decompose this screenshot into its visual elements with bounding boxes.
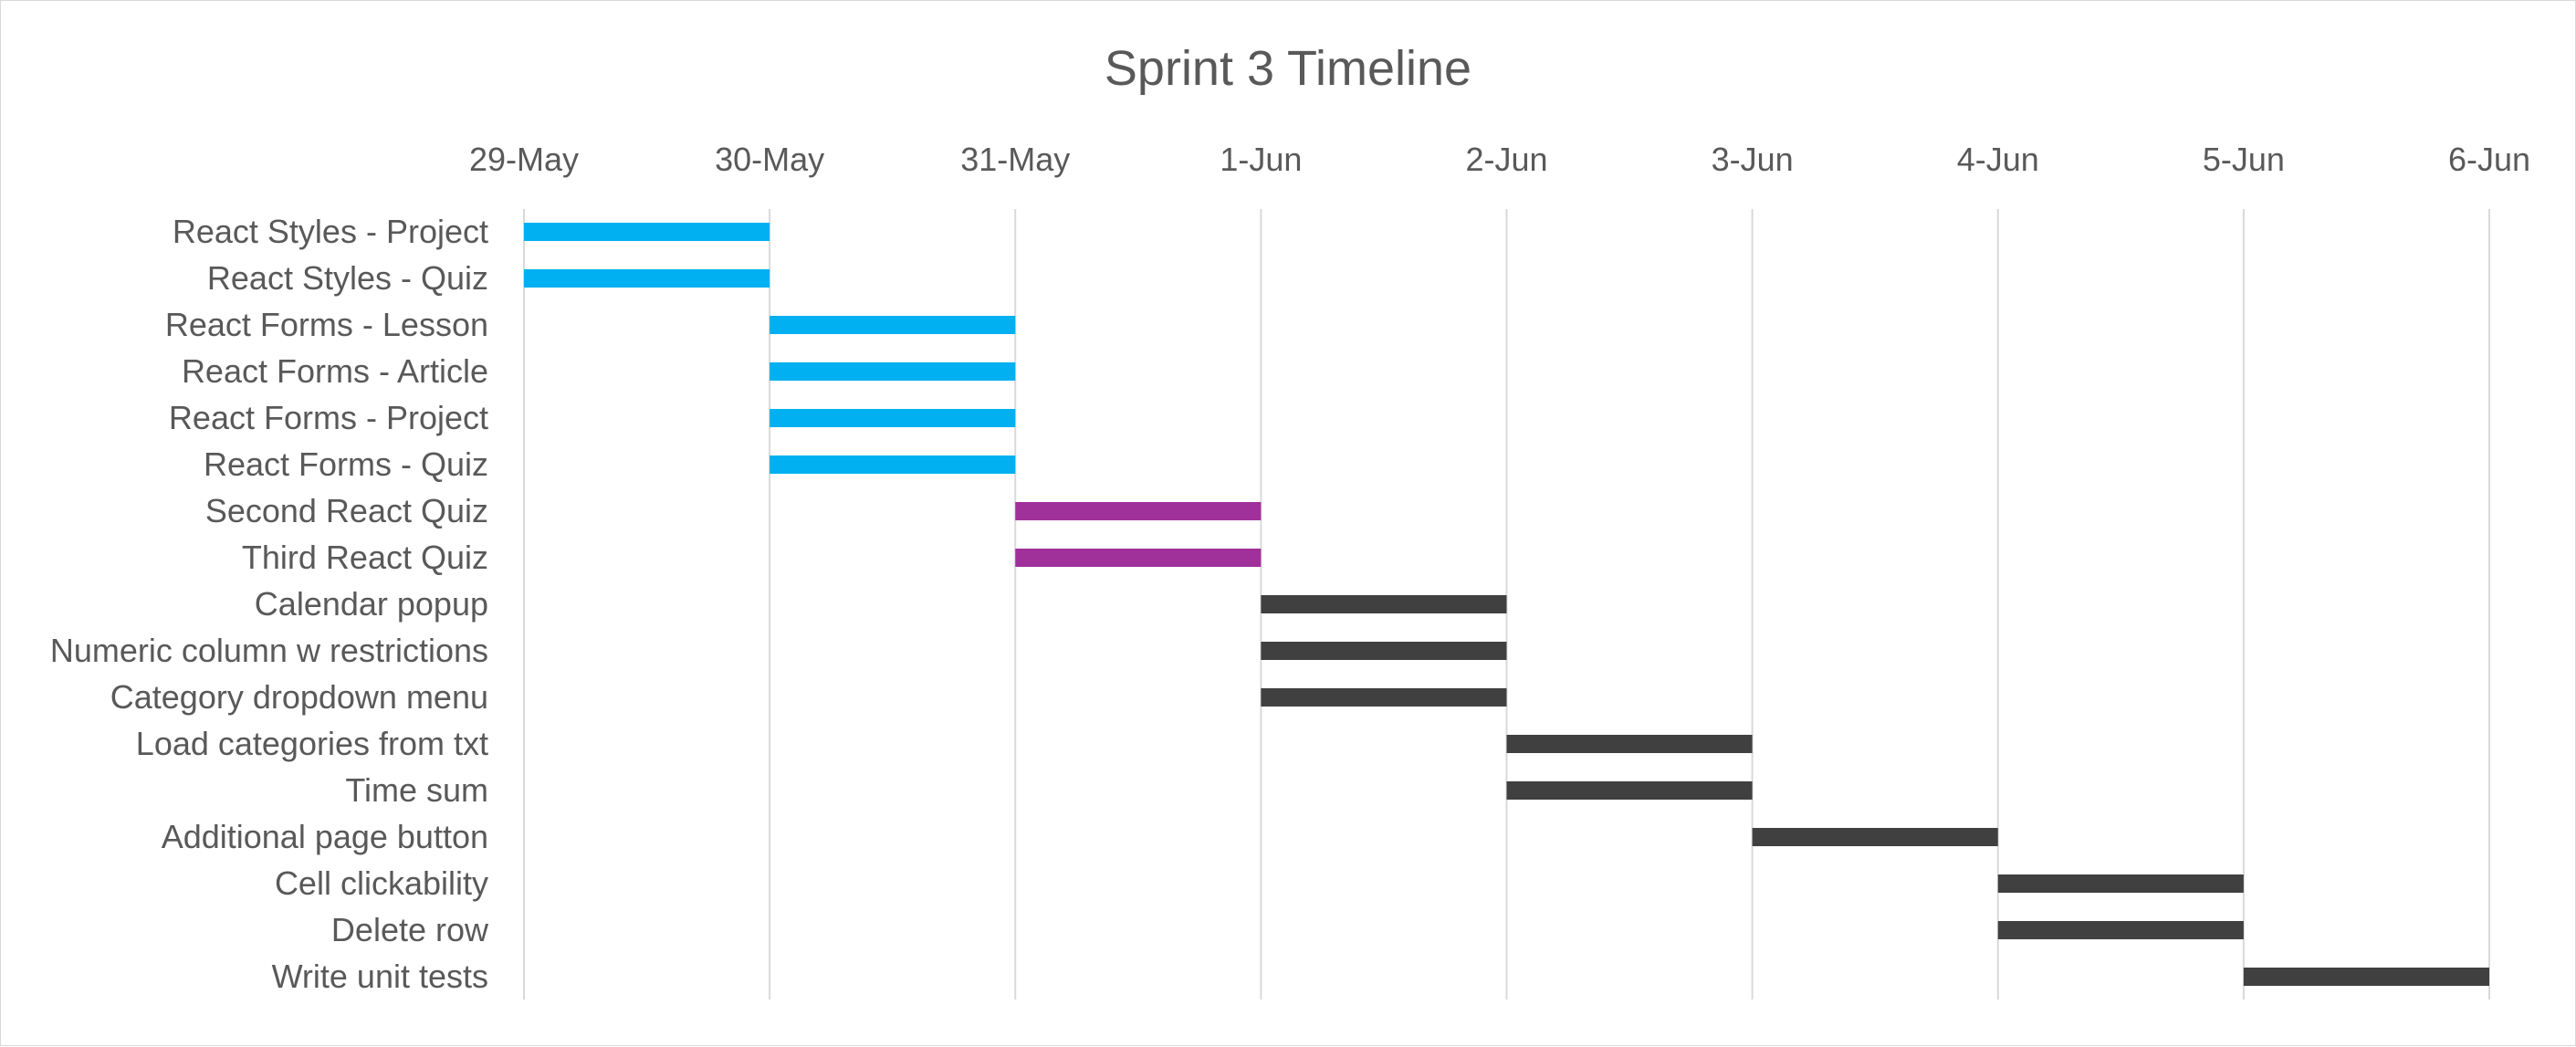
x-tick-label: 5-Jun — [2203, 141, 2285, 178]
x-tick-label: 1-Jun — [1220, 141, 1302, 178]
task-bar — [770, 362, 1016, 381]
task-label: Category dropdown menu — [110, 678, 488, 716]
task-bar — [1997, 921, 2244, 939]
x-tick-label: 2-Jun — [1465, 141, 1547, 178]
task-bar — [1261, 642, 1507, 660]
task-bar — [1997, 874, 2244, 893]
task-label: Delete row — [331, 911, 489, 948]
task-bar — [770, 409, 1016, 427]
task-label: Load categories from txt — [136, 725, 488, 762]
chart-title: Sprint 3 Timeline — [1105, 41, 1471, 96]
task-bar — [2243, 968, 2489, 986]
task-label: React Forms - Lesson — [165, 306, 488, 343]
task-label: React Forms - Article — [182, 352, 488, 390]
task-bar — [770, 455, 1016, 474]
task-bar — [1015, 502, 1262, 520]
task-bar — [524, 223, 770, 241]
task-labels: React Styles - Project React Styles - Qui… — [50, 213, 489, 995]
task-label: Time sum — [345, 771, 488, 809]
x-tick-label: 4-Jun — [1957, 141, 2039, 178]
x-tick-label: 31-May — [960, 141, 1070, 178]
task-bar — [524, 269, 770, 288]
x-tick-label: 30-May — [715, 141, 824, 178]
x-tick-label: 29-May — [469, 141, 579, 178]
task-bar — [1752, 828, 1998, 846]
task-label: Calendar popup — [255, 585, 488, 623]
task-bar — [1506, 781, 1753, 800]
x-tick-label: 6-Jun — [2448, 141, 2530, 178]
task-label: React Forms - Quiz — [204, 445, 488, 483]
task-bar — [1261, 595, 1507, 613]
task-label: React Forms - Project — [169, 399, 488, 436]
task-label: Numeric column w restrictions — [50, 632, 488, 669]
task-label: Additional page button — [162, 818, 488, 855]
task-bars — [524, 223, 2489, 986]
x-tick-label: 3-Jun — [1712, 141, 1794, 178]
task-label: React Styles - Quiz — [207, 259, 488, 297]
task-label: React Styles - Project — [173, 213, 488, 250]
x-axis-ticks: 29-May 30-May 31-May 1-Jun 2-Jun 3-Jun 4-Jun 5-… — [469, 141, 2530, 178]
task-bar — [1261, 688, 1507, 707]
task-bar — [1015, 549, 1262, 567]
task-label: Cell clickability — [275, 864, 488, 902]
task-label: Write unit tests — [272, 958, 488, 995]
task-bar — [770, 316, 1016, 334]
task-label: Third React Quiz — [242, 539, 488, 576]
task-label: Second React Quiz — [205, 492, 488, 529]
task-bar — [1506, 735, 1753, 753]
